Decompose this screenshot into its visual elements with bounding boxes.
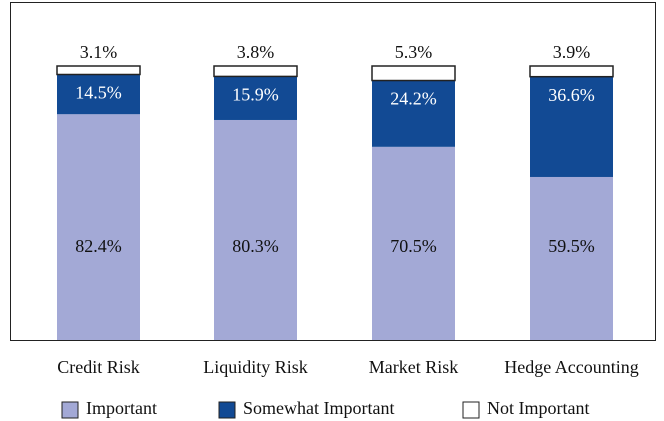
legend-label: Somewhat Important — [243, 398, 394, 418]
value-label: 3.1% — [80, 42, 118, 62]
value-label: 80.3% — [232, 236, 279, 256]
x-tick-label: Market Risk — [369, 357, 459, 377]
x-tick-label: Credit Risk — [57, 357, 140, 377]
value-label: 3.8% — [237, 42, 275, 62]
bar-segment — [214, 76, 297, 120]
bar-segment — [372, 80, 455, 147]
plot-frame — [10, 2, 656, 341]
bar-segment — [372, 146, 455, 340]
legend-label: Important — [86, 398, 157, 418]
value-label: 59.5% — [548, 236, 595, 256]
value-label: 70.5% — [390, 236, 437, 256]
value-label: 5.3% — [395, 42, 433, 62]
bar-segment — [57, 74, 140, 115]
value-label: 3.9% — [553, 42, 591, 62]
x-tick-label: Liquidity Risk — [203, 357, 308, 377]
legend-label: Not Important — [487, 398, 589, 418]
bar-segment — [371, 65, 456, 82]
value-label: 82.4% — [75, 236, 122, 256]
legend-swatch — [61, 401, 79, 419]
bar-segment — [530, 176, 613, 340]
bar-segment — [213, 65, 298, 78]
value-label: 14.5% — [75, 83, 122, 103]
bar-segment — [214, 119, 297, 340]
bar-segment — [57, 114, 140, 340]
bar-segment — [56, 65, 141, 76]
x-tick-label: Hedge Accounting — [504, 357, 638, 377]
legend-swatch — [218, 401, 236, 419]
value-label: 24.2% — [390, 89, 437, 109]
bar-segment — [529, 65, 614, 78]
value-label: 36.6% — [548, 85, 595, 105]
value-label: 15.9% — [232, 85, 279, 105]
legend-swatch — [462, 401, 480, 419]
bar-segment — [530, 76, 613, 177]
